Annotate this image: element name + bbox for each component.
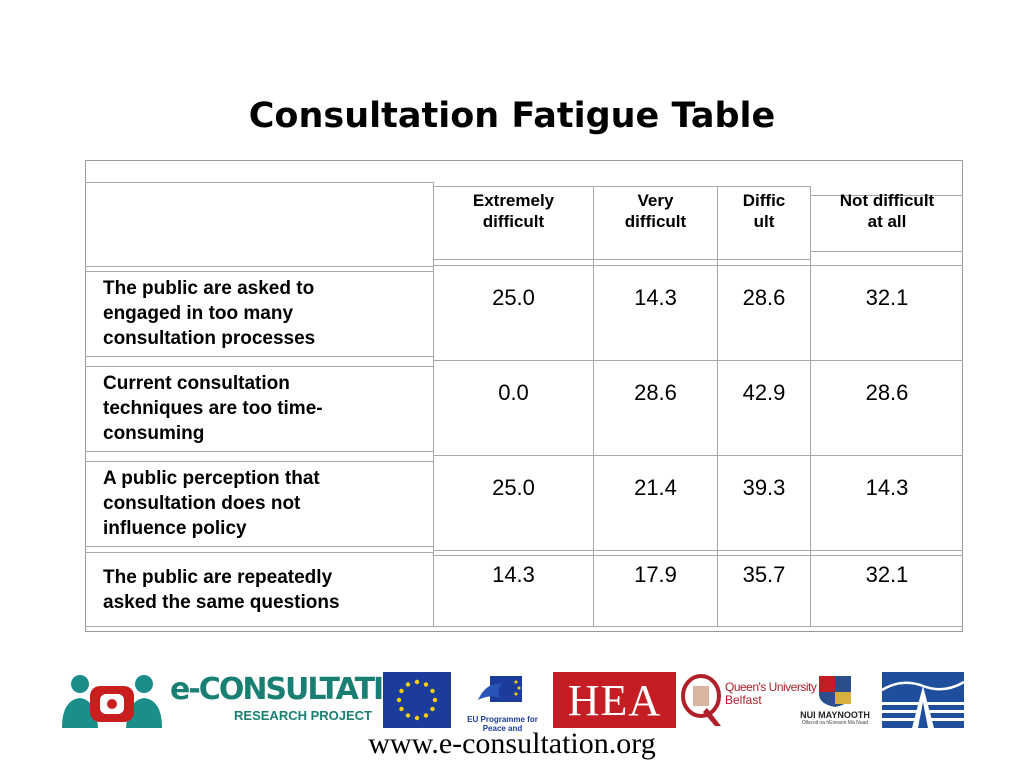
grid-line (433, 550, 963, 551)
nui-maynooth-logo: NUI MAYNOOTH Ollscoil na hÉireann Má Nua… (792, 672, 878, 728)
econsultation-wordmark: e-CONSULTATION (170, 672, 431, 707)
grid-line (85, 552, 433, 553)
table-cell: 25.0 (492, 285, 535, 310)
row-label: The public are repeatedly asked the same… (103, 567, 340, 613)
table-cell: 28.6 (742, 285, 786, 310)
header-very-difficult: Very difficult (624, 191, 687, 231)
grid-line (85, 266, 433, 267)
nui-motto: Ollscoil na hÉireann Má Nuad (801, 720, 869, 726)
website-url: www.e-consultation.org (368, 727, 656, 760)
queens-university-logo: Queen's University Belfast (681, 672, 821, 728)
table-cell: 32.1 (865, 562, 909, 587)
grid-line (433, 360, 963, 361)
grid-line (433, 186, 810, 187)
grid-line (433, 265, 963, 266)
grid-line (717, 186, 718, 626)
queens-crest-icon (681, 674, 721, 726)
nui-crest-icon (819, 676, 851, 707)
grid-line (810, 251, 963, 252)
slide-title: Consultation Fatigue Table (248, 96, 776, 136)
sponsor-logos: e-CONSULTATION RESEARCH PROJECT EU Progr… (0, 672, 1024, 733)
grid-line (810, 186, 811, 626)
table-cell: 0.0 (498, 380, 529, 405)
nui-name: NUI MAYNOOTH (800, 710, 870, 720)
grid-line (85, 356, 433, 357)
table-cell: 25.0 (492, 475, 535, 500)
grid-line (433, 182, 434, 626)
grid-line (85, 626, 963, 627)
queens-city: Belfast (725, 693, 762, 707)
table-cell: 14.3 (865, 475, 909, 500)
grid-line (433, 259, 810, 260)
header-difficult: Diffic ult (742, 191, 786, 231)
eu-flag-icon (383, 672, 451, 728)
table-cell: 14.3 (634, 285, 677, 310)
people-icon (60, 672, 164, 728)
table-cell: 35.7 (742, 562, 786, 587)
queens-name: Queen's University (725, 680, 817, 694)
table-cell: 39.3 (742, 475, 786, 500)
grid-line (433, 455, 963, 456)
table-cell: 14.3 (492, 562, 535, 587)
table-cell: 42.9 (742, 380, 786, 405)
grid-line (810, 195, 963, 196)
hea-logo: HEA (553, 672, 676, 728)
table-frame (85, 160, 963, 632)
eu-programme-label: EU Programme for Peace and Reconciliatio… (467, 715, 538, 733)
grid-line (85, 546, 433, 547)
table-cell: 28.6 (865, 380, 909, 405)
table-cell: 32.1 (865, 285, 909, 310)
row-label: A public perception that consultation do… (103, 468, 320, 539)
econsultation-logo: e-CONSULTATION RESEARCH PROJECT (170, 672, 431, 728)
grid-line (593, 186, 594, 626)
row-label: Current consultation techniques are too … (103, 373, 323, 444)
grid-line (85, 366, 433, 367)
header-not-difficult-at-all: Not difficult at all (839, 191, 935, 231)
grid-line (85, 461, 433, 462)
eu-peace-programme-logo: EU Programme for Peace and Reconciliatio… (456, 672, 549, 733)
hea-wordmark: HEA (567, 675, 662, 725)
econsultation-subtitle: RESEARCH PROJECT (234, 708, 372, 723)
grid-line (85, 451, 433, 452)
row-label: The public are asked to engaged in too m… (103, 278, 316, 349)
bridge-logo-icon (881, 672, 965, 728)
grid-line (85, 271, 433, 272)
header-extremely-difficult: Extremely difficult (472, 191, 555, 231)
grid-line (433, 555, 963, 556)
table-cell: 28.6 (634, 380, 677, 405)
grid-line (85, 182, 433, 183)
table-cell: 21.4 (634, 475, 677, 500)
table-cell: 17.9 (634, 562, 677, 587)
